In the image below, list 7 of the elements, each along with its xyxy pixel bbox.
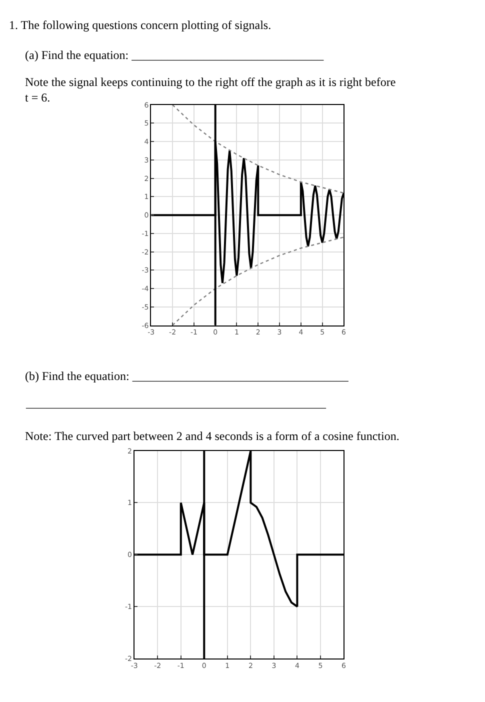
line-series	[172, 236, 344, 326]
text: (a) Find the equation: ________________________________	[25, 48, 325, 62]
chart-title: (b) Find the equation: ____________________________________	[25, 369, 350, 383]
text: Note: The curved part between 2 and 4 seconds is a form of a cosine function.	[25, 429, 400, 443]
text: __________________________________________________	[25, 396, 327, 410]
line-series	[172, 104, 344, 194]
chart-title: 1. The following questions concern plotting of signals.	[9, 18, 272, 32]
